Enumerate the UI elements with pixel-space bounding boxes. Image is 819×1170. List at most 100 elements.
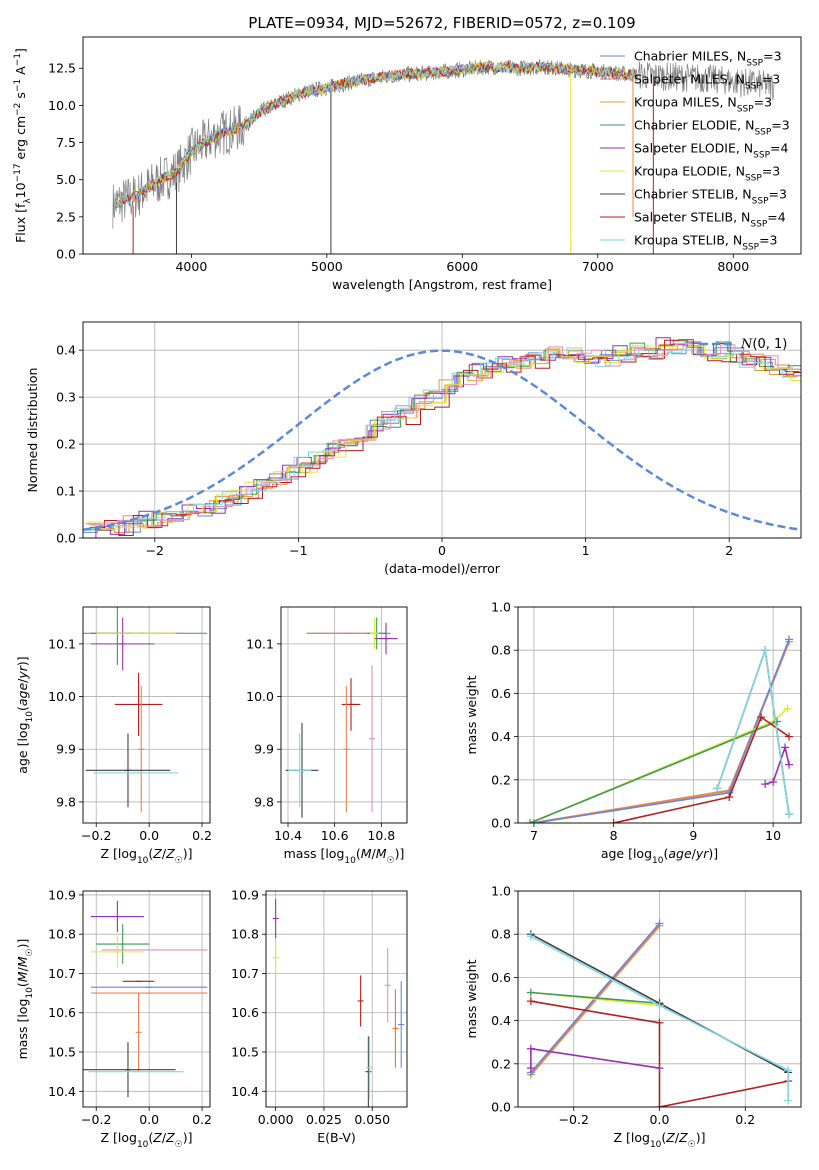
y-tick-label: 1.0	[491, 884, 511, 899]
x-tick-label: −1	[289, 543, 307, 558]
y-tick-label: 2.5	[56, 209, 76, 224]
x-axis-label: age [log10(age/yr)]	[601, 846, 718, 866]
x-tick-label: −0.2	[559, 1112, 589, 1127]
weight-point	[781, 743, 790, 752]
y-tick-label: 9.9	[56, 742, 76, 757]
errorbar-point	[90, 617, 155, 671]
errorbar-point	[341, 678, 361, 731]
weight-line-chabrier_elodie	[529, 720, 778, 823]
y-tick-label: 0.2	[491, 772, 511, 787]
x-tick-label: 9	[689, 828, 697, 843]
errorbar-point	[366, 1036, 373, 1100]
y-tick-label: 10.6	[48, 1005, 76, 1020]
x-tick-label: 0.025	[306, 1112, 342, 1127]
weight-point	[761, 646, 770, 655]
weight-point	[526, 988, 535, 997]
x-tick-label: 10	[765, 828, 781, 843]
x-tick-label: 0.050	[354, 1112, 390, 1127]
errorbar-point	[272, 898, 279, 939]
axes-frame	[265, 890, 408, 1108]
legend-label: Kroupa ELODIE, NSSP=3	[634, 164, 780, 184]
x-tick-label: −2	[146, 543, 164, 558]
model-spectrum-kroupa_miles	[113, 60, 637, 210]
weight-point	[655, 1018, 664, 1027]
y-tick-label: 0.8	[491, 643, 511, 658]
x-tick-label: −0.2	[81, 1112, 111, 1127]
observed-spectrum-line	[112, 59, 775, 229]
x-tick-label: 6000	[446, 259, 478, 274]
weight-point	[655, 919, 664, 928]
weight-line-chabrier_elodie	[530, 991, 660, 1005]
weight-line-salpeter_stelib	[613, 715, 790, 823]
x-tick-label: 1	[582, 543, 590, 558]
axes-frame	[82, 890, 211, 1108]
model-spectrum-kroupa_stelib	[113, 60, 637, 210]
legend-label: Kroupa STELIB, NSSP=3	[634, 233, 778, 253]
y-tick-label: 10.4	[48, 1084, 76, 1099]
mass_vs_ebv-chart: 0.000 0.025 0.050 10.4 10.5 10.6 10.7 10.8 10.9 E…	[231, 887, 408, 1145]
mass_vs_Z-plot-area	[83, 900, 208, 1098]
x-tick-label: −0.2	[81, 828, 111, 843]
y-axis-label: mass weight	[464, 675, 479, 754]
y-tick-label: 9.8	[56, 794, 76, 809]
x-tick-label: 10.4	[274, 828, 302, 843]
legend-label: Chabrier ELODIE, NSSP=3	[634, 118, 790, 138]
axes-frame	[517, 890, 802, 1108]
y-tick-label: 12.5	[48, 61, 76, 76]
axes-frame	[280, 606, 408, 824]
legend-item: Kroupa ELODIE, NSSP=3	[600, 164, 780, 184]
legend-item: Kroupa STELIB, NSSP=3	[600, 233, 778, 253]
axes-frame	[517, 606, 802, 824]
errorbar-point	[135, 993, 142, 1072]
weight-point	[525, 819, 534, 823]
y-tick-label: 10.7	[48, 966, 76, 981]
legend-label: Salpeter STELIB, NSSP=4	[634, 210, 786, 230]
y-axis-label: mass [log10(M/M☉)]	[15, 939, 35, 1060]
weight-point	[655, 1103, 664, 1107]
x-tick-label: 2	[725, 543, 733, 558]
spectrum-chart: 4000 5000 6000 7000 8000 0.0 2.5 5.0 7.5 10.0 12.5…	[13, 14, 802, 292]
age_vs_mass-chart: 10.4 10.6 10.8 9.8 9.9 10.0 10.1 mass [log10(M/…	[246, 606, 408, 866]
errorbar-point	[90, 936, 144, 968]
y-tick-label: 0.4	[56, 343, 76, 358]
y-tick-label: 9.9	[254, 742, 274, 757]
legend-label: Salpeter ELODIE, NSSP=4	[634, 141, 789, 161]
x-tick-label: 0.2	[735, 1112, 755, 1127]
weight-point	[526, 1044, 535, 1053]
weight-point	[713, 784, 722, 793]
y-tick-label: 0.8	[491, 927, 511, 942]
errorbar-point	[365, 1036, 372, 1107]
x-tick-label: 8	[610, 828, 618, 843]
x-tick-label: 0.2	[192, 1112, 212, 1127]
errorbar-point	[369, 617, 379, 650]
errorbar-point	[90, 900, 144, 933]
y-tick-label: 5.0	[56, 172, 76, 187]
y-tick-label: 10.6	[231, 1005, 259, 1020]
y-tick-label: 0.0	[56, 247, 76, 262]
legend-label: Salpeter MILES, NSSP=3	[634, 72, 780, 92]
legend-item: Salpeter ELODIE, NSSP=4	[600, 141, 789, 161]
x-tick-label: 7000	[582, 259, 614, 274]
y-tick-label: 7.5	[56, 135, 76, 150]
weight-point	[769, 777, 778, 786]
age_vs_Z-plot-area	[83, 607, 208, 813]
axes-frame	[82, 606, 211, 824]
weight-point	[655, 1001, 664, 1010]
y-axis-label: mass weight	[464, 959, 479, 1038]
weight_vs_Z-plot-area	[526, 919, 793, 1107]
legend-item: Chabrier MILES, NSSP=3	[600, 49, 782, 69]
model-spectrum-salpeter_elodie	[113, 60, 636, 210]
x-tick-label: 8000	[717, 259, 749, 274]
histogram-salpeter_elodie	[83, 337, 800, 538]
errorbar-point	[138, 686, 145, 813]
x-axis-label: mass [log10(M/M☉)]	[284, 846, 405, 866]
age_vs_Z-chart: −0.2 0.0 0.2 9.8 9.9 10.0 10.1 Z [log10(Z/Z☉)] a…	[15, 606, 212, 866]
mass_vs_Z-chart: −0.2 0.0 0.2 10.4 10.5 10.6 10.7 10.8 10.9 Z [log…	[15, 887, 212, 1150]
mass_vs_ebv-plot-area	[272, 898, 405, 1107]
legend-item: Chabrier STELIB, NSSP=3	[600, 187, 787, 207]
weight-line-salpeter_elodie	[764, 744, 790, 785]
y-tick-label: 10.5	[231, 1045, 259, 1060]
errorbar-point	[398, 981, 405, 1068]
y-tick-label: 0.0	[56, 531, 76, 546]
